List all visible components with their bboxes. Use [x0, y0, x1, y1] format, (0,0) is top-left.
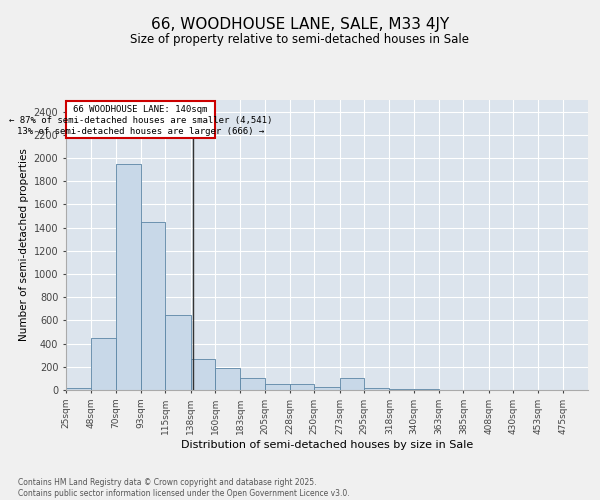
- Text: ← 87% of semi-detached houses are smaller (4,541): ← 87% of semi-detached houses are smalle…: [9, 116, 272, 124]
- Bar: [241, 378, 265, 390]
- X-axis label: Distribution of semi-detached houses by size in Sale: Distribution of semi-detached houses by …: [181, 440, 473, 450]
- Bar: [265, 384, 290, 390]
- Bar: [290, 384, 314, 390]
- Bar: [166, 314, 191, 390]
- Bar: [91, 338, 116, 390]
- Bar: [340, 378, 364, 390]
- Text: 66 WOODHOUSE LANE: 140sqm: 66 WOODHOUSE LANE: 140sqm: [73, 104, 208, 114]
- Bar: [116, 164, 141, 390]
- Bar: [141, 222, 166, 390]
- Bar: [389, 389, 413, 390]
- Text: Size of property relative to semi-detached houses in Sale: Size of property relative to semi-detach…: [131, 32, 470, 46]
- Bar: [191, 358, 215, 390]
- Text: 13% of semi-detached houses are larger (666) →: 13% of semi-detached houses are larger (…: [17, 126, 264, 136]
- FancyBboxPatch shape: [66, 101, 215, 138]
- Bar: [413, 389, 439, 390]
- Bar: [314, 386, 340, 390]
- Bar: [364, 388, 389, 390]
- Bar: [215, 368, 241, 390]
- Y-axis label: Number of semi-detached properties: Number of semi-detached properties: [19, 148, 29, 342]
- Bar: [66, 388, 91, 390]
- Text: 66, WOODHOUSE LANE, SALE, M33 4JY: 66, WOODHOUSE LANE, SALE, M33 4JY: [151, 18, 449, 32]
- Text: Contains HM Land Registry data © Crown copyright and database right 2025.
Contai: Contains HM Land Registry data © Crown c…: [18, 478, 350, 498]
